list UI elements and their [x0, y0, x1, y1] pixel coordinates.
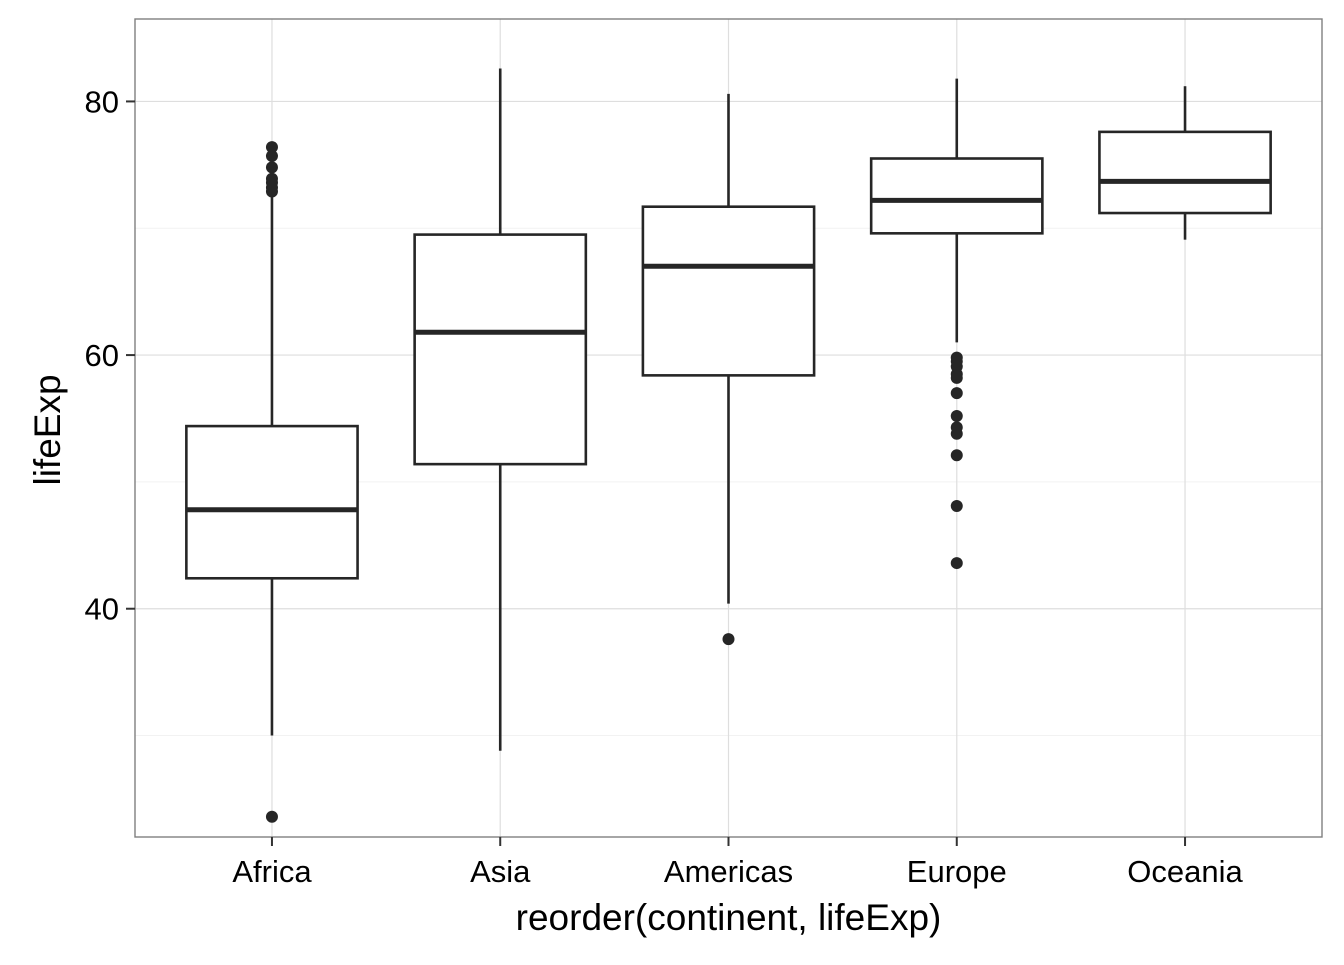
outlier-point: [950, 387, 963, 400]
y-tick-label: 40: [85, 592, 119, 627]
box-iqr: [869, 157, 1044, 235]
box-oceania: [1098, 86, 1272, 240]
outlier-point: [950, 499, 963, 512]
outlier-point: [950, 557, 963, 570]
x-tick-label: Americas: [664, 854, 793, 889]
box-series: [185, 68, 1272, 823]
box-iqr: [641, 205, 816, 377]
box-iqr: [1098, 130, 1272, 215]
box-iqr: [413, 233, 588, 466]
y-tick-label: 60: [85, 338, 119, 373]
y-tick-label: 80: [85, 84, 119, 119]
y-axis-title: lifeExp: [27, 374, 68, 485]
outlier-point: [950, 351, 963, 364]
axes: 40 60 80 Africa Asia Americas Europe Oceania: [85, 84, 1244, 889]
box-europe: [869, 78, 1044, 570]
box-asia: [413, 68, 588, 751]
box-americas: [641, 93, 816, 646]
outlier-point: [265, 141, 278, 154]
x-tick-label: Oceania: [1127, 854, 1243, 889]
outlier-point: [722, 633, 735, 646]
outlier-point: [265, 172, 278, 185]
outlier-point: [950, 421, 963, 434]
box-iqr: [185, 424, 359, 580]
box-africa: [185, 141, 359, 823]
x-tick-label: Asia: [470, 854, 531, 889]
x-tick-label: Africa: [232, 854, 312, 889]
outlier-point: [265, 810, 278, 823]
x-tick-label: Europe: [907, 854, 1007, 889]
x-axis-title: reorder(continent, lifeExp): [516, 897, 942, 938]
outlier-point: [265, 161, 278, 174]
outlier-point: [950, 409, 963, 422]
outlier-point: [265, 149, 278, 162]
outlier-point: [950, 449, 963, 462]
